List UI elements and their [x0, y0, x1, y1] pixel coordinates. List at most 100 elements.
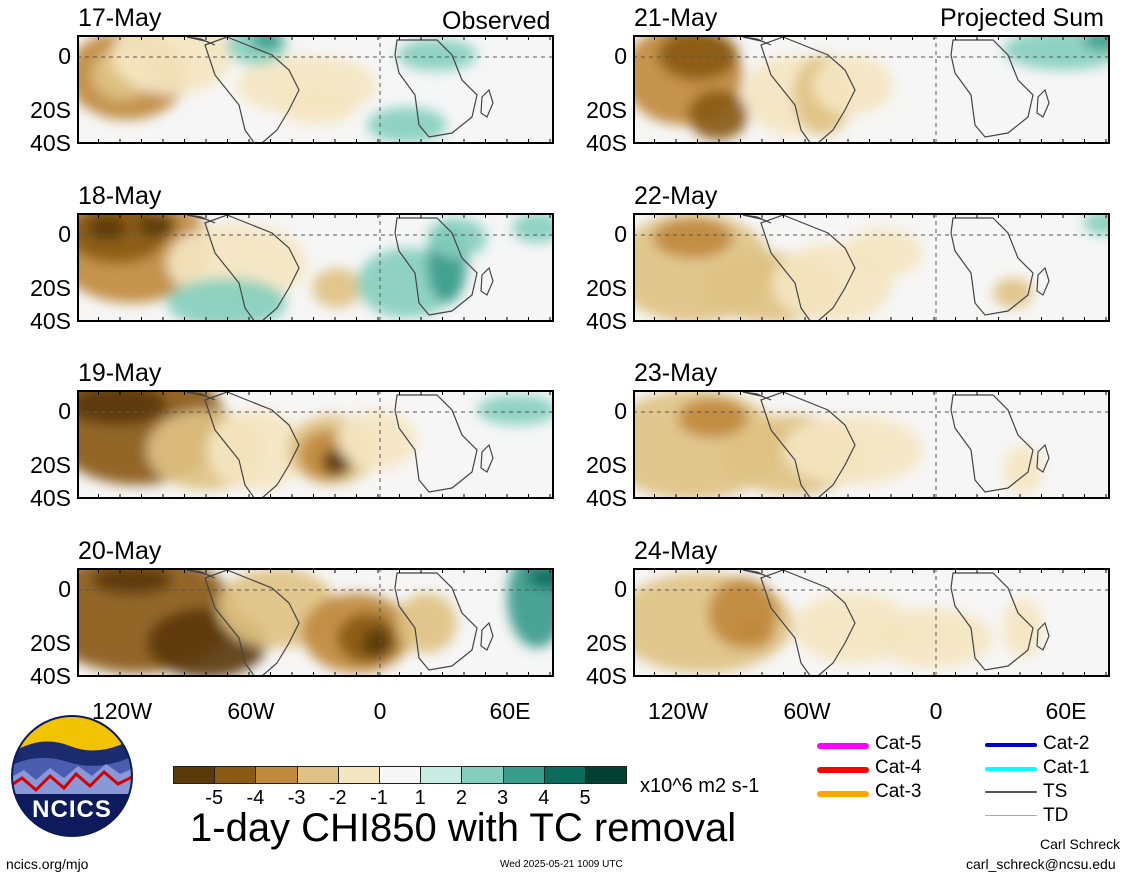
tc-legend-label: Cat-2 [1043, 733, 1090, 754]
date-label-5: 22-May [634, 182, 718, 210]
central-america-outline [742, 391, 772, 401]
lat-label: 0 [614, 43, 627, 69]
colorbar-swatch [379, 766, 422, 784]
anomaly-blob [1003, 598, 1043, 658]
colorbar-swatch [296, 766, 339, 784]
anomaly-blob [207, 410, 307, 490]
lon-label-0-left: 0 [373, 698, 387, 724]
lat-label: 40S [30, 485, 71, 511]
map-panel-canvas [77, 213, 554, 322]
colorbar-swatch [173, 766, 216, 784]
lat-label: 0 [58, 221, 71, 247]
anomaly-blob [77, 390, 167, 425]
anomaly-blob [337, 410, 417, 470]
map-panel-24-may [633, 568, 1110, 677]
lat-label: 40S [586, 485, 627, 511]
madagascar-outline [1036, 88, 1050, 118]
africa-outline [950, 217, 1034, 316]
colorbar-tick-label: -3 [287, 787, 306, 809]
lat-label: 0 [58, 398, 71, 424]
madagascar-outline [480, 621, 494, 651]
tc-legend-line-cat-4 [817, 767, 869, 773]
map-panel-18-may [77, 213, 554, 322]
anomaly-blob [92, 568, 172, 594]
date-label-6: 23-May [634, 359, 718, 387]
central-america-outline [742, 569, 772, 579]
lon-label-60w-left: 60W [227, 698, 275, 724]
madagascar-outline [1036, 621, 1050, 651]
date-label-3: 20-May [78, 537, 162, 565]
anomaly-shading [77, 35, 477, 143]
lat-label: 40S [586, 663, 627, 689]
anomaly-blob [507, 568, 554, 648]
lon-label-120w-right: 120W [647, 698, 709, 724]
anomaly-blob [252, 35, 282, 50]
colorbar-tick-label: 5 [579, 787, 591, 809]
anomaly-shading [77, 213, 554, 322]
projected-header: Projected Sum [940, 4, 1104, 32]
anomaly-blob [137, 213, 177, 237]
madagascar-outline [1036, 266, 1050, 296]
anomaly-blob [733, 618, 773, 648]
lat-label: 20S [586, 275, 627, 301]
tc-legend-label: TS [1043, 781, 1068, 802]
colorbar-tick-label: -1 [370, 787, 388, 809]
lat-label: 40S [586, 308, 627, 334]
south-america-outline [204, 214, 300, 322]
colorbar-tick-label: 1 [414, 787, 426, 809]
colorbar-swatch [420, 766, 463, 784]
map-panel-19-may [77, 390, 554, 499]
anomaly-shading [633, 35, 1110, 140]
footer-email: carl_schreck@ncsu.edu [966, 856, 1116, 872]
map-panel-canvas [633, 390, 1110, 499]
tc-legend-line-cat-5 [817, 743, 869, 749]
madagascar-outline [480, 266, 494, 296]
lon-label-60e-right: 60E [1045, 698, 1087, 724]
colorbar-tick-label: 3 [497, 787, 509, 809]
tc-legend-line-td [985, 815, 1037, 816]
lat-label: 40S [30, 130, 71, 156]
colorbar-swatch [543, 766, 586, 784]
tc-legend-label: Cat-4 [875, 757, 922, 778]
lat-label: 0 [614, 398, 627, 424]
map-panel-21-may [633, 35, 1110, 144]
colorbar-unit: x10^6 m2 s-1 [640, 775, 760, 797]
footer-author: Carl Schreck [1040, 836, 1121, 852]
africa-outline [950, 39, 1034, 138]
anomaly-shading [77, 568, 554, 677]
south-america-outline [204, 391, 300, 499]
footer-timestamp: Wed 2025-05-21 1009 UTC [500, 859, 623, 870]
lon-label-60w-right: 60W [783, 698, 831, 724]
map-panel-canvas [633, 35, 1110, 144]
date-label-7: 24-May [634, 537, 718, 565]
anomaly-blob [993, 278, 1033, 308]
lat-label: 20S [586, 97, 627, 123]
anomaly-shading [633, 573, 1043, 673]
date-label-4: 21-May [634, 4, 718, 32]
map-panel-23-may [633, 390, 1110, 499]
anomaly-blob [397, 39, 477, 71]
anomaly-shading [77, 390, 554, 490]
lat-label: 0 [614, 221, 627, 247]
map-panel-20-may [77, 568, 554, 677]
lat-label: 20S [30, 97, 71, 123]
central-america-outline [742, 214, 772, 224]
figure-title: 1-day CHI850 with TC removal [190, 806, 737, 850]
africa-outline [394, 572, 478, 671]
map-panel-canvas [77, 568, 554, 677]
africa-outline [394, 394, 478, 493]
anomaly-blob [873, 608, 993, 668]
central-america-outline [186, 214, 216, 224]
south-america-outline [760, 391, 856, 499]
lat-label: 0 [614, 576, 627, 602]
colorbar-tick-label: 2 [455, 787, 467, 809]
colorbar-swatch [255, 766, 298, 784]
tc-legend-label: Cat-1 [1043, 757, 1090, 778]
anomaly-blob [477, 395, 554, 425]
lat-label: 20S [586, 630, 627, 656]
colorbar-tick-label: -4 [246, 787, 265, 809]
anomaly-shading [633, 390, 1043, 499]
ncics-logo: NCICS [10, 714, 134, 838]
africa-outline [394, 39, 478, 138]
